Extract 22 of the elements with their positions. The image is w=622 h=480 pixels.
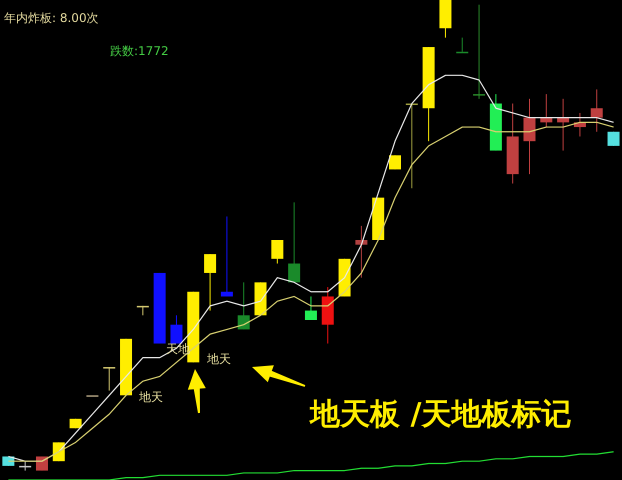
candlestick (170, 314, 182, 344)
annotation: 地天 (138, 390, 163, 404)
candlestick (557, 98, 570, 152)
annotation: 地天 (206, 352, 231, 366)
candlestick (288, 202, 300, 283)
candlestick (238, 282, 250, 330)
candlestick (456, 37, 468, 54)
candlestick (271, 240, 284, 264)
annotation: 地天板 /天地板标记 (308, 397, 572, 432)
candlestick (389, 154, 401, 170)
candlestick (304, 296, 317, 320)
candlestick (523, 98, 536, 175)
candlestick (204, 254, 216, 312)
annotation: 年内炸板: 8.00次 (4, 11, 99, 25)
candlestick (540, 94, 552, 128)
candlestick (473, 4, 486, 100)
annotation: 跌数:1772 (110, 44, 169, 58)
candlestick (220, 216, 233, 297)
candlestick (103, 366, 116, 392)
candlestick (19, 460, 32, 472)
candlestick (608, 131, 620, 146)
candlestick (590, 88, 603, 132)
